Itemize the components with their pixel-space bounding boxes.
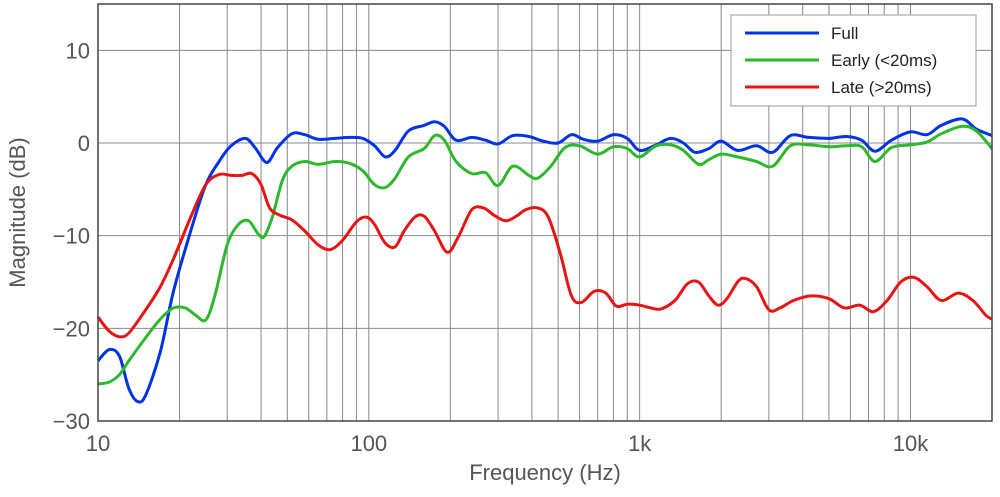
y-tick-label: 10	[66, 38, 90, 63]
x-tick-label: 10k	[893, 431, 929, 456]
x-axis-title: Frequency (Hz)	[469, 460, 621, 485]
series-line-2	[96, 171, 993, 339]
y-tick-label: −30	[53, 409, 90, 434]
plot-frame	[97, 3, 993, 422]
series-line-1	[97, 124, 994, 386]
y-tick-label: −20	[53, 316, 90, 341]
legend: Full Early (<20ms) Late (>20ms)	[730, 14, 977, 107]
x-tick-label: 1k	[628, 431, 652, 456]
series-lines	[96, 117, 994, 404]
legend-label: Full	[831, 24, 858, 43]
y-tick-label: −10	[53, 224, 90, 249]
x-tick-label: 10	[86, 431, 110, 456]
legend-label: Late (>20ms)	[831, 78, 932, 97]
grid	[98, 4, 992, 421]
legend-label: Early (<20ms)	[831, 51, 937, 70]
x-tick-label: 100	[350, 431, 387, 456]
y-axis-title: Magnitude (dB)	[5, 137, 30, 287]
series-line-0	[96, 117, 993, 404]
y-tick-label: 0	[78, 131, 90, 156]
